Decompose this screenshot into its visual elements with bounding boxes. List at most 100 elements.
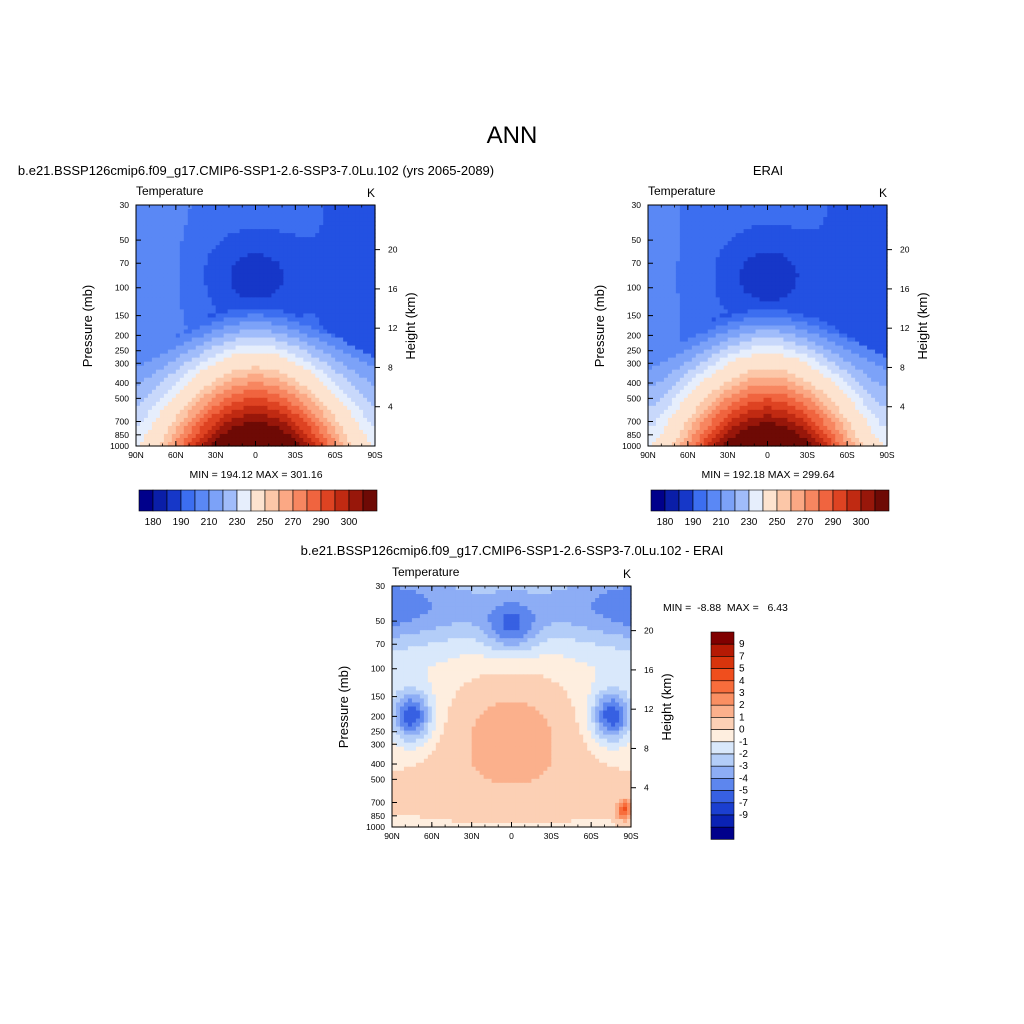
obs-cell xyxy=(879,221,884,226)
model-cell xyxy=(183,293,189,298)
model-cell xyxy=(275,321,280,327)
model-cell xyxy=(219,293,225,298)
obs-cell xyxy=(811,245,816,250)
model-cell xyxy=(335,225,340,230)
model-cell xyxy=(207,265,213,270)
model-cell xyxy=(251,341,257,347)
model-cell xyxy=(143,297,149,302)
model-cell xyxy=(303,321,308,327)
model-cell xyxy=(315,389,320,395)
model-cell xyxy=(303,341,308,347)
model-cell xyxy=(343,229,348,234)
obs-cell xyxy=(871,253,876,258)
model-cell xyxy=(271,409,277,415)
model-cell xyxy=(263,397,269,403)
model-cell xyxy=(139,301,145,307)
model-cell xyxy=(219,233,225,238)
model-cell xyxy=(219,437,225,443)
model-cell xyxy=(283,329,288,335)
obs-cell xyxy=(667,281,673,286)
model-cell xyxy=(167,357,173,363)
model-cell xyxy=(263,313,269,319)
obs-cell xyxy=(723,209,729,214)
obs-cell xyxy=(879,237,884,242)
model-cell xyxy=(335,369,340,375)
model-cell xyxy=(239,273,245,278)
obs-cell xyxy=(739,241,745,246)
model-cell xyxy=(239,253,245,258)
obs-cell xyxy=(703,253,709,258)
model-cell xyxy=(339,369,344,375)
model-cell xyxy=(275,393,280,399)
model-cell xyxy=(303,293,308,298)
model-cell xyxy=(207,229,213,234)
model-cell xyxy=(359,245,364,250)
obs-cell xyxy=(815,281,820,286)
model-cell xyxy=(311,241,316,246)
model-cell xyxy=(187,361,193,367)
obs-cell xyxy=(835,221,840,226)
model-cell xyxy=(291,265,296,270)
model-cell xyxy=(167,281,173,286)
obs-cell xyxy=(827,245,832,250)
model-cell xyxy=(275,285,280,290)
model-cell xyxy=(359,345,364,351)
model-cell xyxy=(235,357,241,363)
obs-cell xyxy=(687,249,693,254)
model-cell xyxy=(243,289,249,294)
obs-cell xyxy=(859,229,864,234)
model-cell xyxy=(371,225,376,230)
obs-cell xyxy=(683,285,689,290)
model-cell xyxy=(167,269,173,274)
model-cell xyxy=(187,217,193,222)
model-cell xyxy=(155,249,161,254)
model-cell xyxy=(199,229,205,234)
model-cell xyxy=(219,401,225,407)
model-cell xyxy=(279,413,284,419)
model-cell xyxy=(367,237,372,242)
model-cell xyxy=(171,421,177,427)
obs-cell xyxy=(759,277,765,282)
obs-cell xyxy=(687,205,693,210)
model-cell xyxy=(311,305,316,311)
model-cell xyxy=(291,305,296,311)
model-cell xyxy=(139,313,145,319)
model-cell xyxy=(251,329,257,335)
obs-cell xyxy=(831,265,836,270)
model-cell xyxy=(339,289,344,294)
obs-cell xyxy=(867,225,872,230)
model-cell xyxy=(219,337,225,343)
model-cell xyxy=(243,241,249,246)
model-cell xyxy=(251,309,257,315)
model-cell xyxy=(187,233,193,238)
model-cell xyxy=(347,437,352,443)
obs-cell xyxy=(847,221,852,226)
obs-cell xyxy=(783,237,789,242)
model-cell xyxy=(227,397,233,403)
model-cell xyxy=(351,229,356,234)
obs-cell xyxy=(715,281,721,286)
model-cell xyxy=(199,437,205,443)
model-cell xyxy=(207,393,213,399)
model-cell xyxy=(147,317,153,323)
model-cell xyxy=(315,221,320,226)
obs-cell xyxy=(679,281,685,286)
model-cell xyxy=(291,397,296,403)
model-cell xyxy=(143,289,149,294)
model-cell xyxy=(279,401,284,407)
obs-cell xyxy=(675,281,681,286)
model-colorbar: 180 190 210 230 250 270 290 300 xyxy=(138,489,378,528)
model-cell xyxy=(299,437,304,443)
model-cell xyxy=(271,417,277,423)
model-cell xyxy=(319,273,324,278)
model-cell xyxy=(227,401,233,407)
obs-cell xyxy=(803,257,808,262)
model-cell xyxy=(159,345,165,351)
obs-cell xyxy=(879,229,884,234)
model-cell xyxy=(347,401,352,407)
model-cell xyxy=(187,405,193,411)
model-cell xyxy=(143,245,149,250)
model-cell xyxy=(195,229,201,234)
model-cell xyxy=(343,433,348,439)
model-y2-tick-label: 4 xyxy=(388,402,393,412)
